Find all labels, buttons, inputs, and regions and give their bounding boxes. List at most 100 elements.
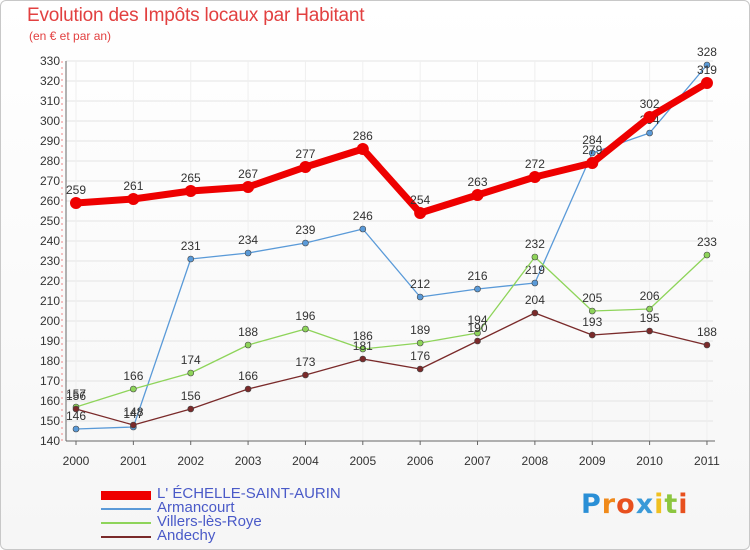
data-label: 166 — [238, 369, 258, 383]
y-tick-label: 200 — [40, 314, 60, 328]
data-point — [588, 331, 596, 339]
data-point — [242, 181, 255, 193]
data-point — [531, 309, 539, 317]
x-tick-label: 2007 — [464, 454, 491, 468]
data-label: 147 — [123, 407, 143, 421]
legend-swatch — [101, 491, 151, 500]
legend-label: Andechy — [157, 527, 216, 544]
data-label: 176 — [410, 349, 430, 363]
legend-item: Villers-lès-Roye — [101, 513, 421, 530]
x-tick-label: 2010 — [636, 454, 663, 468]
x-tick-label: 2008 — [522, 454, 549, 468]
data-point — [646, 327, 653, 335]
x-tick-label: 2009 — [579, 454, 606, 468]
data-label: 239 — [295, 223, 315, 237]
data-label: 302 — [640, 97, 660, 111]
data-label: 319 — [697, 63, 717, 77]
data-point — [302, 371, 309, 379]
data-label: 232 — [525, 237, 545, 251]
y-tick-label: 240 — [40, 234, 60, 248]
data-point — [244, 385, 252, 393]
data-label: 267 — [238, 167, 258, 181]
y-tick-label: 270 — [40, 174, 60, 188]
series-line — [72, 79, 711, 217]
data-label: 277 — [295, 147, 315, 161]
legend-swatch — [101, 522, 151, 524]
data-label: 205 — [582, 291, 602, 305]
proxiti-logo: Proxiti — [581, 489, 689, 520]
data-point — [244, 341, 252, 349]
data-point — [359, 225, 367, 233]
data-label: 263 — [468, 175, 488, 189]
data-point — [588, 307, 596, 315]
data-point — [531, 253, 539, 261]
y-tick-label: 290 — [40, 134, 60, 148]
data-label: 272 — [525, 157, 545, 171]
data-label: 173 — [295, 355, 315, 369]
chart-title: Evolution des Impôts locaux par Habitant — [27, 5, 365, 26]
y-tick-label: 250 — [40, 214, 60, 228]
logo-letter: t — [664, 489, 679, 520]
data-label: 194 — [468, 313, 488, 327]
y-tick-label: 170 — [40, 374, 60, 388]
y-tick-label: 310 — [40, 94, 60, 108]
data-label: 219 — [525, 263, 545, 277]
data-point — [130, 421, 137, 429]
data-label: 261 — [123, 179, 143, 193]
y-tick-label: 140 — [40, 434, 60, 448]
y-tick-label: 190 — [40, 334, 60, 348]
data-label: 279 — [582, 143, 602, 157]
series-line — [75, 64, 708, 430]
data-point — [703, 61, 711, 69]
data-point — [643, 111, 656, 123]
data-label: 148 — [123, 405, 143, 419]
data-label: 231 — [181, 239, 201, 253]
series-line — [75, 312, 708, 426]
data-label: 265 — [181, 171, 201, 185]
data-point — [299, 161, 312, 173]
legend-label: L' ÉCHELLE-SAINT-AURIN — [157, 485, 341, 502]
data-point — [528, 171, 541, 183]
data-point — [72, 405, 80, 413]
data-point — [416, 339, 424, 347]
data-point — [187, 405, 195, 413]
y-tick-label: 150 — [40, 414, 60, 428]
legend-swatch — [101, 536, 151, 538]
data-label: 195 — [640, 311, 660, 325]
series-line — [75, 254, 708, 408]
data-label: 146 — [66, 409, 86, 423]
x-tick-label: 2001 — [120, 454, 147, 468]
y-tick-label: 280 — [40, 154, 60, 168]
data-label: 186 — [353, 329, 373, 343]
y-tick-label: 160 — [40, 394, 60, 408]
data-point — [127, 193, 140, 205]
data-point — [187, 255, 195, 263]
data-point — [586, 157, 599, 169]
data-point — [72, 425, 80, 433]
data-point — [646, 305, 653, 313]
x-tick-label: 2011 — [694, 454, 720, 468]
data-point — [359, 355, 367, 363]
data-label: 156 — [66, 389, 86, 403]
y-tick-label: 320 — [40, 74, 60, 88]
data-label: 259 — [66, 183, 86, 197]
data-point — [70, 197, 82, 209]
data-label: 204 — [525, 293, 545, 307]
data-label: 190 — [468, 321, 488, 335]
y-tick-label: 260 — [40, 194, 60, 208]
data-point — [414, 207, 427, 219]
logo-letter: i — [678, 489, 689, 520]
data-label: 181 — [353, 339, 373, 353]
x-tick-label: 2002 — [177, 454, 204, 468]
y-tick-label: 210 — [40, 294, 60, 308]
data-label: 188 — [697, 325, 717, 339]
y-tick-label: 230 — [40, 254, 60, 268]
data-label: 284 — [582, 133, 602, 147]
x-tick-label: 2003 — [235, 454, 262, 468]
y-tick-label: 330 — [40, 54, 60, 68]
data-label: 206 — [640, 289, 660, 303]
logo-letter: i — [654, 489, 665, 520]
logo-letter: o — [616, 489, 636, 520]
legend-swatch — [101, 508, 151, 510]
